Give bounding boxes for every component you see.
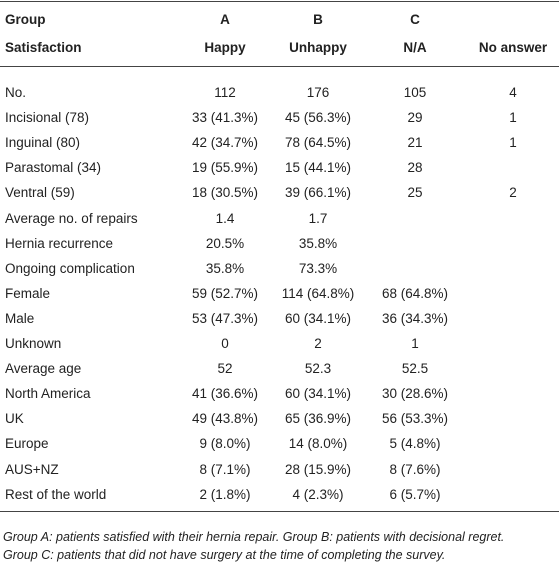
table-cell: 30 (28.6%) — [381, 386, 449, 402]
row-label: Inguinal (80) — [5, 135, 81, 151]
table-cell: 21 — [407, 135, 423, 151]
table-cell: 1 — [411, 336, 419, 351]
table-cell: 2 (1.8%) — [199, 486, 251, 502]
row-label: Average age — [5, 361, 82, 377]
column-header: C — [410, 12, 420, 27]
row-label: North America — [5, 386, 91, 402]
column-header: A — [220, 12, 230, 27]
footnote: Group C: patients that did not have surg… — [3, 548, 446, 562]
table-cell: 1.7 — [308, 210, 328, 226]
row-label: Ongoing complication — [5, 260, 135, 276]
table-cell: 112 — [214, 85, 236, 100]
row-header-label: Group — [5, 12, 46, 27]
table-cell: 8 (7.1%) — [199, 461, 251, 477]
table-cell: 0 — [221, 336, 229, 351]
table-cell: 4 — [509, 85, 517, 100]
table-cell: 53 (47.3%) — [191, 310, 259, 326]
row-label: Hernia recurrence — [5, 235, 114, 251]
table-cell: 1.4 — [215, 210, 235, 226]
table-cell: 14 (8.0%) — [288, 436, 348, 452]
table-cell: 20.5% — [205, 235, 245, 251]
table-cell: 1 — [509, 110, 517, 126]
column-header: No answer — [478, 40, 548, 55]
table-cell: 18 (30.5%) — [191, 185, 259, 201]
table-cell: 5 (4.8%) — [389, 436, 441, 452]
row-label: Male — [5, 310, 35, 326]
table-cell: 78 (64.5%) — [284, 135, 352, 151]
table-cell: 65 (36.9%) — [284, 411, 352, 427]
table-cell: 73.3% — [298, 260, 338, 276]
row-label: Rest of the world — [5, 486, 107, 502]
column-header: B — [313, 12, 323, 27]
row-label: Parastomal (34) — [5, 160, 102, 176]
table-cell: 35.8% — [205, 260, 245, 276]
table-cell: 35.8% — [298, 235, 338, 251]
table-cell: 1 — [509, 135, 517, 151]
table-cell: 29 — [407, 110, 423, 126]
table-cell: 25 — [407, 185, 423, 201]
table-cell: 28 (15.9%) — [284, 461, 352, 477]
table-cell: 59 (52.7%) — [191, 285, 259, 301]
table-cell: 42 (34.7%) — [191, 135, 259, 151]
table-cell: 41 (36.6%) — [191, 386, 259, 402]
table-cell: 68 (64.8%) — [381, 285, 449, 301]
column-header: Unhappy — [289, 40, 347, 55]
table-cell: 176 — [306, 85, 330, 100]
row-label: Average no. of repairs — [5, 210, 138, 226]
table-cell: 15 (44.1%) — [284, 160, 352, 176]
table-cell: 19 (55.9%) — [191, 160, 259, 176]
header-rule — [0, 66, 559, 67]
row-label: No. — [5, 85, 27, 100]
table-cell: 45 (56.3%) — [284, 110, 352, 126]
row-header-label: Satisfaction — [5, 40, 82, 55]
footnote: Group A: patients satisfied with their h… — [3, 530, 505, 544]
row-label: Europe — [5, 436, 49, 452]
column-header: N/A — [403, 40, 427, 55]
column-header: Happy — [204, 40, 246, 55]
table-cell: 39 (66.1%) — [284, 185, 352, 201]
table-cell: 60 (34.1%) — [284, 310, 352, 326]
row-label: Ventral (59) — [5, 185, 75, 201]
row-label: Incisional (78) — [5, 110, 90, 126]
table-cell: 105 — [403, 85, 427, 100]
table-cell: 33 (41.3%) — [191, 110, 259, 126]
row-label: Female — [5, 285, 51, 301]
table-cell: 2 — [509, 185, 517, 201]
row-label: AUS+NZ — [5, 461, 59, 477]
table-cell: 52 — [217, 361, 233, 377]
table-cell: 6 (5.7%) — [389, 486, 441, 502]
table-cell: 2 — [314, 336, 322, 351]
table-cell: 4 (2.3%) — [292, 486, 344, 502]
table-cell: 8 (7.6%) — [389, 461, 441, 477]
table-cell: 114 (64.8%) — [281, 285, 355, 301]
table-cell: 52.3 — [304, 361, 332, 377]
table-cell: 36 (34.3%) — [381, 310, 449, 326]
row-label: UK — [5, 411, 24, 427]
table-cell: 56 (53.3%) — [381, 411, 449, 427]
table-cell: 60 (34.1%) — [284, 386, 352, 402]
table-cell: 49 (43.8%) — [191, 411, 259, 427]
table-cell: 9 (8.0%) — [199, 436, 251, 452]
top-rule — [0, 1, 559, 2]
row-label: Unknown — [5, 336, 62, 351]
table-cell: 28 — [407, 160, 423, 176]
table-cell: 52.5 — [401, 361, 429, 377]
bottom-rule — [0, 511, 559, 512]
